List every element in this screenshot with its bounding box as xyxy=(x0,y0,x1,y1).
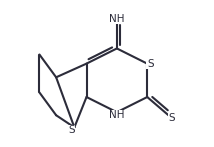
Text: NH: NH xyxy=(109,110,125,120)
Text: S: S xyxy=(168,112,175,123)
Text: S: S xyxy=(68,125,75,135)
Text: NH: NH xyxy=(109,14,125,24)
Text: S: S xyxy=(147,59,154,69)
